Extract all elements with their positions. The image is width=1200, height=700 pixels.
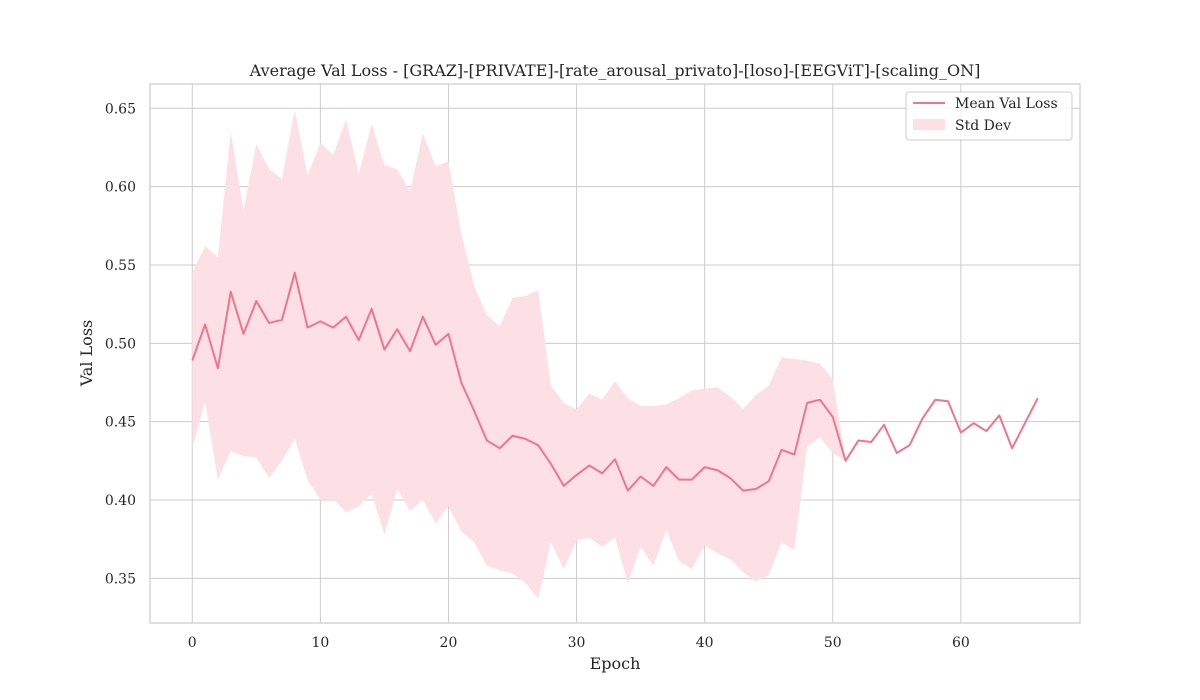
data-point <box>255 300 257 302</box>
x-tick-label: 30 <box>568 635 586 651</box>
y-axis-label: Val Loss <box>77 320 96 388</box>
data-point <box>960 432 962 434</box>
data-point <box>601 472 603 474</box>
data-point <box>716 469 718 471</box>
x-tick-label: 50 <box>824 635 842 651</box>
data-point <box>281 319 283 321</box>
mean-line-layer <box>191 271 1039 492</box>
data-point <box>499 447 501 449</box>
mean-val-loss-line <box>191 271 1039 492</box>
x-tick-label: 60 <box>952 635 970 651</box>
data-point <box>550 463 552 465</box>
data-point <box>230 291 232 293</box>
data-point <box>409 350 411 352</box>
legend-label-mean: Mean Val Loss <box>955 96 1058 112</box>
data-point <box>665 466 667 468</box>
data-point <box>640 476 642 478</box>
data-point <box>396 328 398 330</box>
data-point <box>204 324 206 326</box>
data-point <box>614 458 616 460</box>
data-point <box>447 333 449 335</box>
data-point <box>1011 447 1013 449</box>
data-point <box>512 435 514 437</box>
data-point <box>1024 422 1026 424</box>
y-tick-label: 0.60 <box>105 180 136 196</box>
legend: Mean Val Loss Std Dev <box>905 91 1073 141</box>
data-point <box>486 439 488 441</box>
x-tick-label: 40 <box>696 635 714 651</box>
data-point <box>896 452 898 454</box>
data-point <box>819 399 821 401</box>
data-point <box>870 441 872 443</box>
data-point <box>998 414 1000 416</box>
legend-label-std: Std Dev <box>955 118 1011 134</box>
y-tick-labels: 0.35 0.40 0.45 0.50 0.55 0.60 0.65 <box>105 101 136 587</box>
data-point <box>806 402 808 404</box>
x-tick-label: 10 <box>311 635 329 651</box>
legend-box <box>905 91 1073 141</box>
data-point <box>768 480 770 482</box>
data-point <box>576 474 578 476</box>
data-point <box>909 444 911 446</box>
y-tick-label: 0.40 <box>105 493 136 509</box>
data-point <box>460 381 462 383</box>
data-point <box>383 349 385 351</box>
data-point <box>947 400 949 402</box>
data-point <box>473 410 475 412</box>
x-tick-label: 20 <box>440 635 458 651</box>
data-point <box>319 320 321 322</box>
data-point <box>294 272 296 274</box>
data-point <box>345 316 347 318</box>
chart-title: Average Val Loss - [GRAZ]-[PRIVATE]-[rat… <box>249 61 981 80</box>
data-point <box>921 418 923 420</box>
data-point <box>973 422 975 424</box>
data-point <box>422 316 424 318</box>
data-point <box>217 367 219 369</box>
data-point <box>537 444 539 446</box>
data-point <box>678 479 680 481</box>
data-point <box>781 449 783 451</box>
data-point <box>985 430 987 432</box>
data-point <box>358 339 360 341</box>
y-tick-label: 0.55 <box>105 258 136 274</box>
data-point <box>588 465 590 467</box>
data-point <box>691 479 693 481</box>
data-point <box>1037 397 1039 399</box>
data-point <box>793 454 795 456</box>
y-tick-label: 0.35 <box>105 571 136 587</box>
y-tick-label: 0.50 <box>105 336 136 352</box>
x-axis-label: Epoch <box>590 654 641 673</box>
data-point <box>934 399 936 401</box>
data-point <box>268 322 270 324</box>
y-tick-label: 0.45 <box>105 415 136 431</box>
data-point <box>524 438 526 440</box>
data-point <box>563 485 565 487</box>
data-point <box>652 485 654 487</box>
data-point <box>704 466 706 468</box>
x-tick-labels: 0 10 20 30 40 50 60 <box>188 635 970 651</box>
data-point <box>243 333 245 335</box>
data-point <box>857 439 859 441</box>
data-point <box>191 360 193 362</box>
data-point <box>627 490 629 492</box>
data-point <box>845 460 847 462</box>
data-point <box>435 344 437 346</box>
data-point <box>332 327 334 329</box>
y-tick-label: 0.65 <box>105 101 136 117</box>
data-point <box>832 416 834 418</box>
data-point <box>742 490 744 492</box>
plot-frame <box>149 83 1081 624</box>
data-point <box>755 488 757 490</box>
data-point <box>307 327 309 329</box>
legend-swatch-std <box>913 119 945 130</box>
std-dev-band <box>192 109 1038 599</box>
std-band-layer <box>192 109 1038 599</box>
data-point <box>729 477 731 479</box>
x-tick-label: 0 <box>188 635 197 651</box>
data-point <box>371 308 373 310</box>
data-point <box>883 424 885 426</box>
